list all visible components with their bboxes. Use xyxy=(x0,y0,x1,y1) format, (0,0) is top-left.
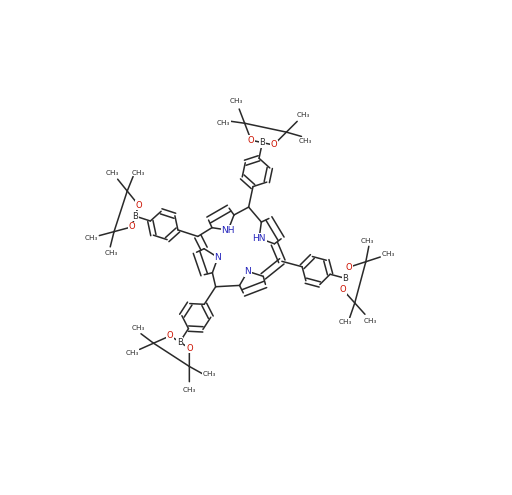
Text: CH₃: CH₃ xyxy=(296,112,310,118)
Text: CH₃: CH₃ xyxy=(364,317,377,324)
Text: O: O xyxy=(135,200,142,210)
Text: O: O xyxy=(345,263,352,272)
Text: HN: HN xyxy=(252,234,266,243)
Text: O: O xyxy=(339,285,346,294)
Text: O: O xyxy=(270,141,277,149)
Text: CH₃: CH₃ xyxy=(105,170,119,176)
Text: CH₃: CH₃ xyxy=(84,235,98,241)
Text: B: B xyxy=(177,338,183,346)
Text: CH₃: CH₃ xyxy=(125,350,139,356)
Text: B: B xyxy=(343,274,349,283)
Text: N: N xyxy=(215,253,221,262)
Text: CH₃: CH₃ xyxy=(202,371,216,377)
Text: CH₃: CH₃ xyxy=(183,387,196,393)
Text: O: O xyxy=(129,222,135,232)
Text: O: O xyxy=(186,344,193,353)
Text: CH₃: CH₃ xyxy=(360,238,374,244)
Text: CH₃: CH₃ xyxy=(299,138,312,144)
Text: CH₃: CH₃ xyxy=(381,251,395,257)
Text: CH₃: CH₃ xyxy=(132,325,145,331)
Text: CH₃: CH₃ xyxy=(217,120,230,126)
Text: B: B xyxy=(260,138,265,147)
Text: CH₃: CH₃ xyxy=(131,170,144,176)
Text: CH₃: CH₃ xyxy=(105,250,118,256)
Text: N: N xyxy=(244,267,251,276)
Text: O: O xyxy=(248,136,254,145)
Text: CH₃: CH₃ xyxy=(229,98,243,104)
Text: CH₃: CH₃ xyxy=(338,319,352,325)
Text: O: O xyxy=(167,331,174,340)
Text: NH: NH xyxy=(221,226,235,235)
Text: B: B xyxy=(132,211,138,221)
